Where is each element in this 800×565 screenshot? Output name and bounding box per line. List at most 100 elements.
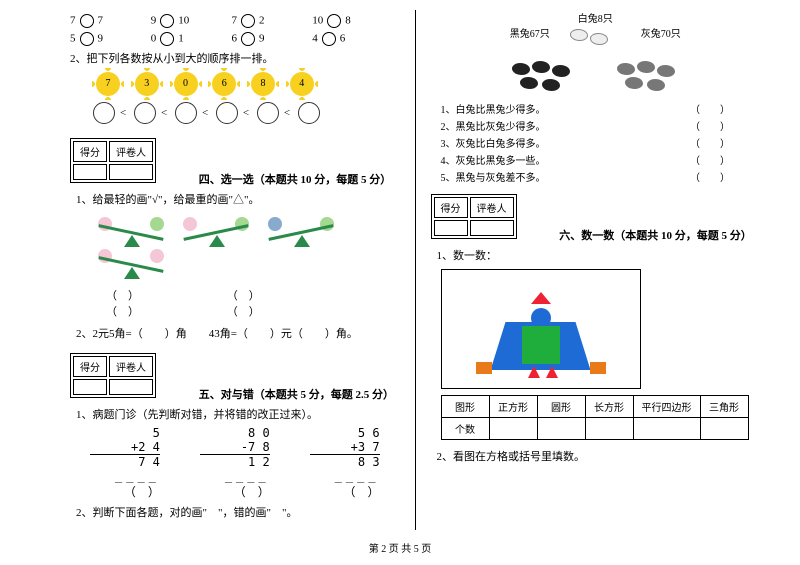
paren[interactable]: （ ） [227,287,313,303]
rabbit-icon [570,29,588,41]
num: 9 [151,15,157,27]
compare-circle[interactable] [80,32,94,46]
arith-3: 5 6 +3 7 8 3 ____ （ ） [310,426,380,500]
num: 9 [259,33,265,45]
rabbit-icon [625,77,643,89]
column-divider [415,10,416,530]
blank-flower[interactable] [216,102,238,124]
paren[interactable]: （ ） [227,303,313,319]
arith-res: 8 3 [310,455,380,469]
sort-question: 2、把下列各数按从小到大的顺序排一排。 [70,50,400,66]
paren[interactable]: （ ） [690,152,730,167]
dino-icon [268,217,282,231]
score-cell[interactable] [109,164,153,180]
arith-blank[interactable]: ____ [310,469,380,483]
compare-circle[interactable] [241,32,255,46]
flower: 0 [174,72,198,96]
count-cell[interactable] [585,418,633,440]
blank-flower[interactable] [257,102,279,124]
compare-circle[interactable] [327,14,341,28]
arith-blank[interactable]: ____ [90,469,160,483]
parallelogram-shape [491,322,591,370]
sec5-q1: 1、病题门诊（先判断对错，并将错的改正过来）。 [76,406,400,422]
score-cell[interactable] [73,379,107,395]
paren[interactable]: （ ） [310,483,380,500]
sec6-q2: 2、看图在方格或括号里填数。 [437,448,761,464]
num: 6 [340,33,346,45]
arith-1: 5 +2 4 7 4 ____ （ ） [90,426,160,500]
paren[interactable]: （ ） [690,169,730,184]
paren[interactable]: （ ） [106,287,192,303]
bunny-icon [183,217,197,231]
score-box-5: 得分评卷人 [70,353,156,398]
arith-row: 5 +2 4 7 4 ____ （ ） 8 0 -7 8 1 2 ____ （ … [70,426,400,500]
rabbit-icon [532,61,550,73]
score-header: 得分 [73,141,107,162]
sec6-q1: 1、数一数： [437,247,761,263]
arith-top: 8 0 [200,426,270,440]
lt-sign: < [202,107,208,119]
sec4-q1: 1、给最轻的画"√"，给最重的画"△"。 [76,191,400,207]
count-cell[interactable] [700,418,748,440]
flower: 7 [96,72,120,96]
paren[interactable]: （ ） [690,101,730,116]
triangle-shape [528,366,540,378]
score-header: 得分 [73,356,107,377]
white-rabbits [560,25,630,61]
num: 7 [98,15,104,27]
paren[interactable]: （ ） [106,303,192,319]
blank-flower[interactable] [298,102,320,124]
arith-mid: +3 7 [310,440,380,454]
arith-2: 8 0 -7 8 1 2 ____ （ ） [200,426,270,500]
score-header: 评卷人 [109,356,153,377]
black-rabbit-label: 黑兔67只 [510,25,550,40]
th: 图形 [441,396,489,418]
stmt: 3、灰兔比白兔多得多。 [441,139,546,150]
seesaw-3 [266,215,336,247]
section-5-title: 五、对与错（本题共 5 分，每题 2.5 分） [199,386,394,402]
blank-flower[interactable] [93,102,115,124]
compare-circle[interactable] [241,14,255,28]
arith-top: 5 6 [310,426,380,440]
compare-circle[interactable] [322,32,336,46]
seesaw-1 [96,215,166,247]
paren[interactable]: （ ） [690,135,730,150]
blank-flower[interactable] [175,102,197,124]
score-cell[interactable] [434,220,468,236]
arith-res: 1 2 [200,455,270,469]
num: 9 [98,33,104,45]
paren[interactable]: （ ） [90,483,160,500]
compare-row-1: 77 910 72 108 [70,14,400,28]
stmt: 5、黑兔与灰兔差不多。 [441,173,546,184]
lt-sign: < [120,107,126,119]
blank-flower[interactable] [134,102,156,124]
arith-blank[interactable]: ____ [200,469,270,483]
count-cell[interactable] [489,418,537,440]
arith-mid: -7 8 [200,440,270,454]
num: 6 [232,33,238,45]
score-cell[interactable] [109,379,153,395]
sec5-q2: 2、判断下面各题，对的画" "，错的画" "。 [76,504,400,520]
rabbit-icon [657,65,675,77]
triangle-shape [546,366,558,378]
flower: 3 [135,72,159,96]
paren[interactable]: （ ） [690,118,730,133]
score-cell[interactable] [470,220,514,236]
count-cell[interactable] [633,418,700,440]
seesaw-row [90,215,400,279]
num: 7 [70,15,76,27]
stmt: 4、灰兔比黑兔多一些。 [441,156,546,167]
score-cell[interactable] [73,164,107,180]
compare-circle[interactable] [80,14,94,28]
seesaw-2 [181,215,251,247]
num: 10 [312,15,323,27]
count-cell[interactable] [537,418,585,440]
th: 平行四边形 [633,396,700,418]
compare-circle[interactable] [160,32,174,46]
num: 10 [178,15,189,27]
compare-circle[interactable] [160,14,174,28]
sec4-q2: 2、2元5角=（ ）角 43角=（ ）元（ ）角。 [76,325,400,341]
paren[interactable]: （ ） [200,483,270,500]
rabbit-icon [512,63,530,75]
statement-list: 1、白兔比黑兔少得多。（ ） 2、黑兔比灰兔少得多。（ ） 3、灰兔比白兔多得多… [441,101,761,184]
